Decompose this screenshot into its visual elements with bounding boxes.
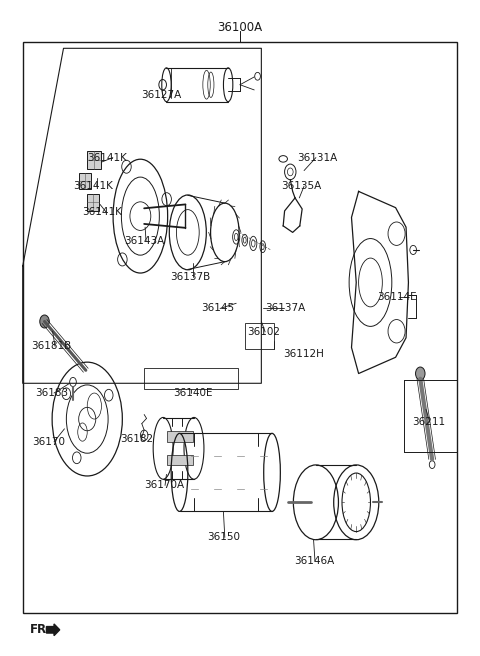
Text: 36170A: 36170A: [144, 480, 184, 491]
Text: 36182: 36182: [120, 434, 154, 443]
Text: 36112H: 36112H: [283, 349, 324, 359]
Text: 36170: 36170: [32, 437, 65, 447]
Text: 36211: 36211: [412, 417, 445, 427]
Text: 36102: 36102: [247, 327, 280, 337]
Text: 36183: 36183: [35, 388, 68, 398]
Text: 36100A: 36100A: [217, 21, 263, 34]
Bar: [167, 432, 193, 442]
Circle shape: [40, 315, 49, 328]
Bar: [245, 323, 274, 349]
Text: 36131A: 36131A: [297, 153, 337, 163]
Text: FR.: FR.: [30, 623, 52, 636]
Text: 36127A: 36127A: [142, 90, 182, 100]
Bar: [87, 151, 100, 169]
Text: 36137B: 36137B: [170, 272, 210, 282]
Text: 36141K: 36141K: [83, 207, 122, 217]
Text: 36143A: 36143A: [124, 237, 164, 247]
Text: 36114E: 36114E: [378, 292, 417, 302]
Bar: [144, 368, 238, 389]
Text: 36135A: 36135A: [281, 181, 322, 191]
Text: 36181B: 36181B: [31, 341, 72, 351]
Bar: [79, 173, 92, 190]
Text: 36150: 36150: [207, 533, 240, 543]
Bar: [167, 455, 193, 465]
Text: 36146A: 36146A: [295, 556, 335, 566]
Text: 36141K: 36141K: [73, 181, 113, 191]
Text: 36145: 36145: [201, 304, 234, 314]
Bar: [23, 42, 457, 613]
Text: 36137A: 36137A: [265, 304, 306, 314]
Bar: [87, 194, 99, 211]
FancyArrow shape: [47, 624, 60, 636]
Circle shape: [416, 367, 425, 380]
Text: 36140E: 36140E: [173, 388, 212, 398]
Text: 36141K: 36141K: [87, 153, 127, 163]
